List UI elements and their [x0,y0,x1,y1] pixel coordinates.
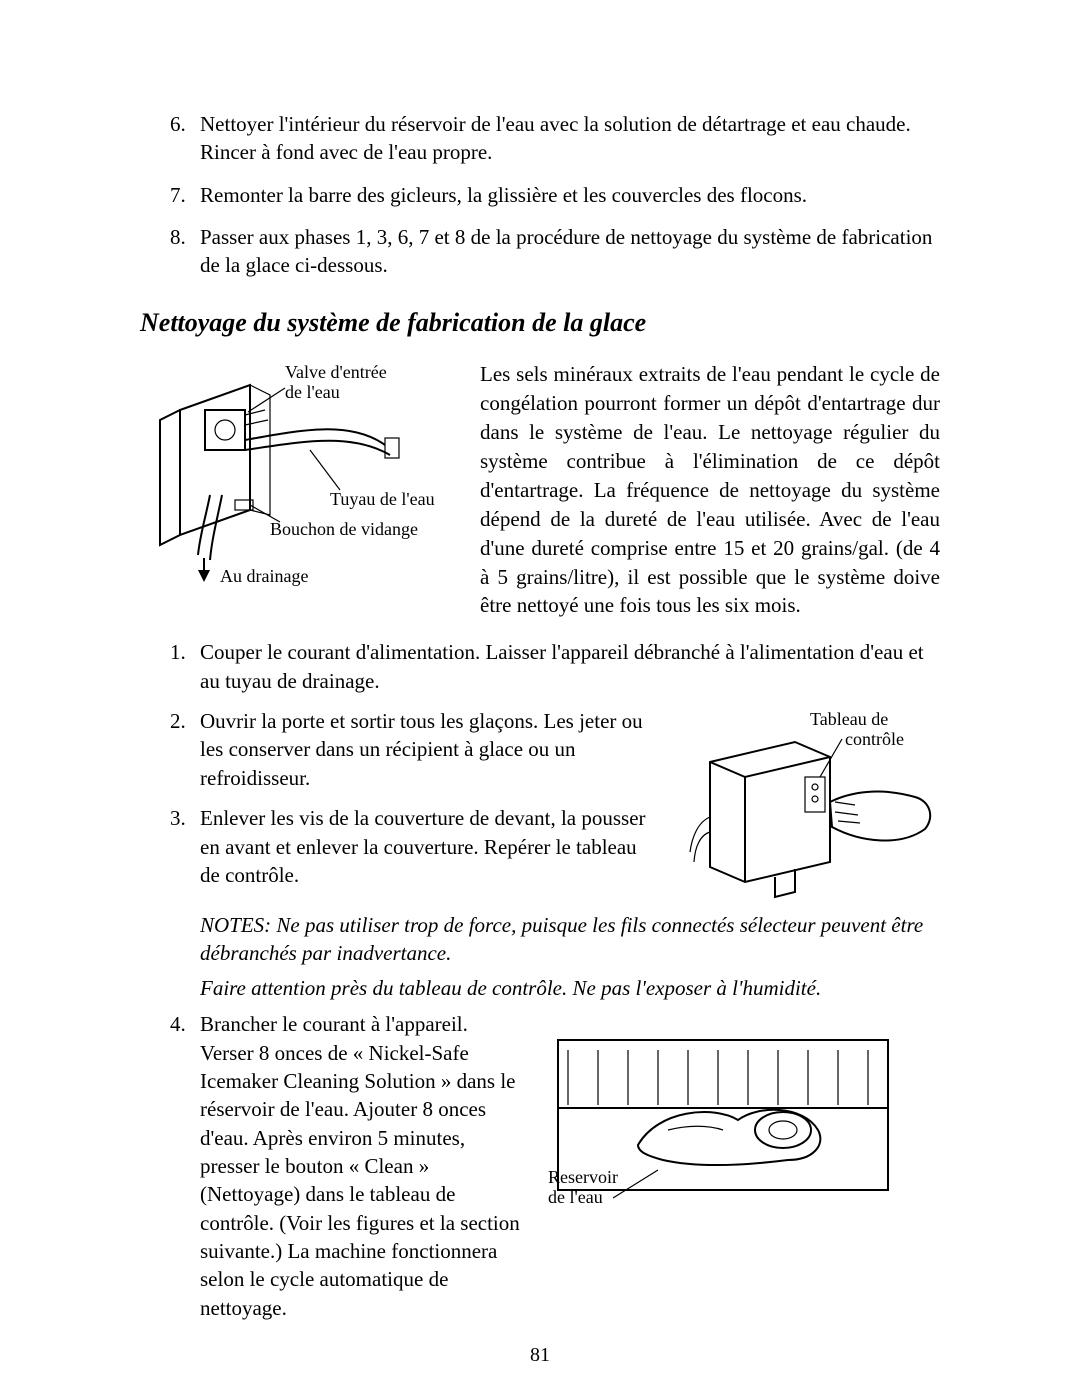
cleaning-steps-23: 2. Ouvrir la porte et sortir tous les gl… [170,707,656,889]
label-tableau: Tableau de [810,709,888,729]
step-number: 6. [170,110,200,167]
label-valve-2: de l'eau [285,382,340,402]
step-text: Couper le courant d'alimentation. Laisse… [200,638,940,695]
step-number: 4. [170,1010,200,1322]
list-item: 6. Nettoyer l'intérieur du réservoir de … [170,110,940,167]
page-number: 81 [0,1344,1080,1367]
figure-reservoir-diagram: Reservoir de l'eau [548,1010,940,1220]
step-number: 2. [170,707,200,792]
figure-control-panel-diagram: Tableau de contrôle [680,707,940,907]
water-valve-icon: Valve d'entrée de l'eau Tuyau de l'eau B… [140,360,460,600]
label-controle: contrôle [845,729,904,749]
step-text: Nettoyer l'intérieur du réservoir de l'e… [200,110,940,167]
list-item: 8. Passer aux phases 1, 3, 6, 7 et 8 de … [170,223,940,280]
note-text: Faire attention près du tableau de contr… [200,974,940,1002]
figure-water-valve-diagram: Valve d'entrée de l'eau Tuyau de l'eau B… [140,360,460,600]
step-number: 7. [170,181,200,209]
step-number: 3. [170,804,200,889]
control-panel-icon: Tableau de contrôle [680,707,940,907]
note-text: NOTES: Ne pas utiliser trop de force, pu… [200,911,940,968]
step-number: 1. [170,638,200,695]
step-text: Ouvrir la porte et sortir tous les glaço… [200,707,656,792]
step-text: Enlever les vis de la couverture de deva… [200,804,656,889]
label-bouchon: Bouchon de vidange [270,519,418,539]
reservoir-icon: Reservoir de l'eau [548,1010,908,1220]
list-item: 2. Ouvrir la porte et sortir tous les gl… [170,707,656,792]
label-valve: Valve d'entrée [285,362,387,382]
step-text: Brancher le courant à l'appareil. Verser… [200,1010,520,1322]
step-text: Passer aux phases 1, 3, 6, 7 et 8 de la … [200,223,940,280]
section-title: Nettoyage du système de fabrication de l… [140,308,940,338]
intro-paragraph: Les sels minéraux extraits de l'eau pend… [480,360,940,621]
list-item: 7. Remonter la barre des gicleurs, la gl… [170,181,940,209]
step-number: 8. [170,223,200,280]
list-item: 3. Enlever les vis de la couverture de d… [170,804,656,889]
step-text: Remonter la barre des gicleurs, la gliss… [200,181,940,209]
cleaning-step-4: 4. Brancher le courant à l'appareil. Ver… [170,1010,520,1322]
label-drainage: Au drainage [220,566,308,586]
list-item: 1. Couper le courant d'alimentation. Lai… [170,638,940,695]
cleaning-steps: 1. Couper le courant d'alimentation. Lai… [170,638,940,695]
list-item: 4. Brancher le courant à l'appareil. Ver… [170,1010,520,1322]
label-tuyau: Tuyau de l'eau [330,489,435,509]
label-reservoir: Reservoir [548,1167,618,1187]
intro-steps: 6. Nettoyer l'intérieur du réservoir de … [170,110,940,280]
label-eau: de l'eau [548,1187,603,1207]
